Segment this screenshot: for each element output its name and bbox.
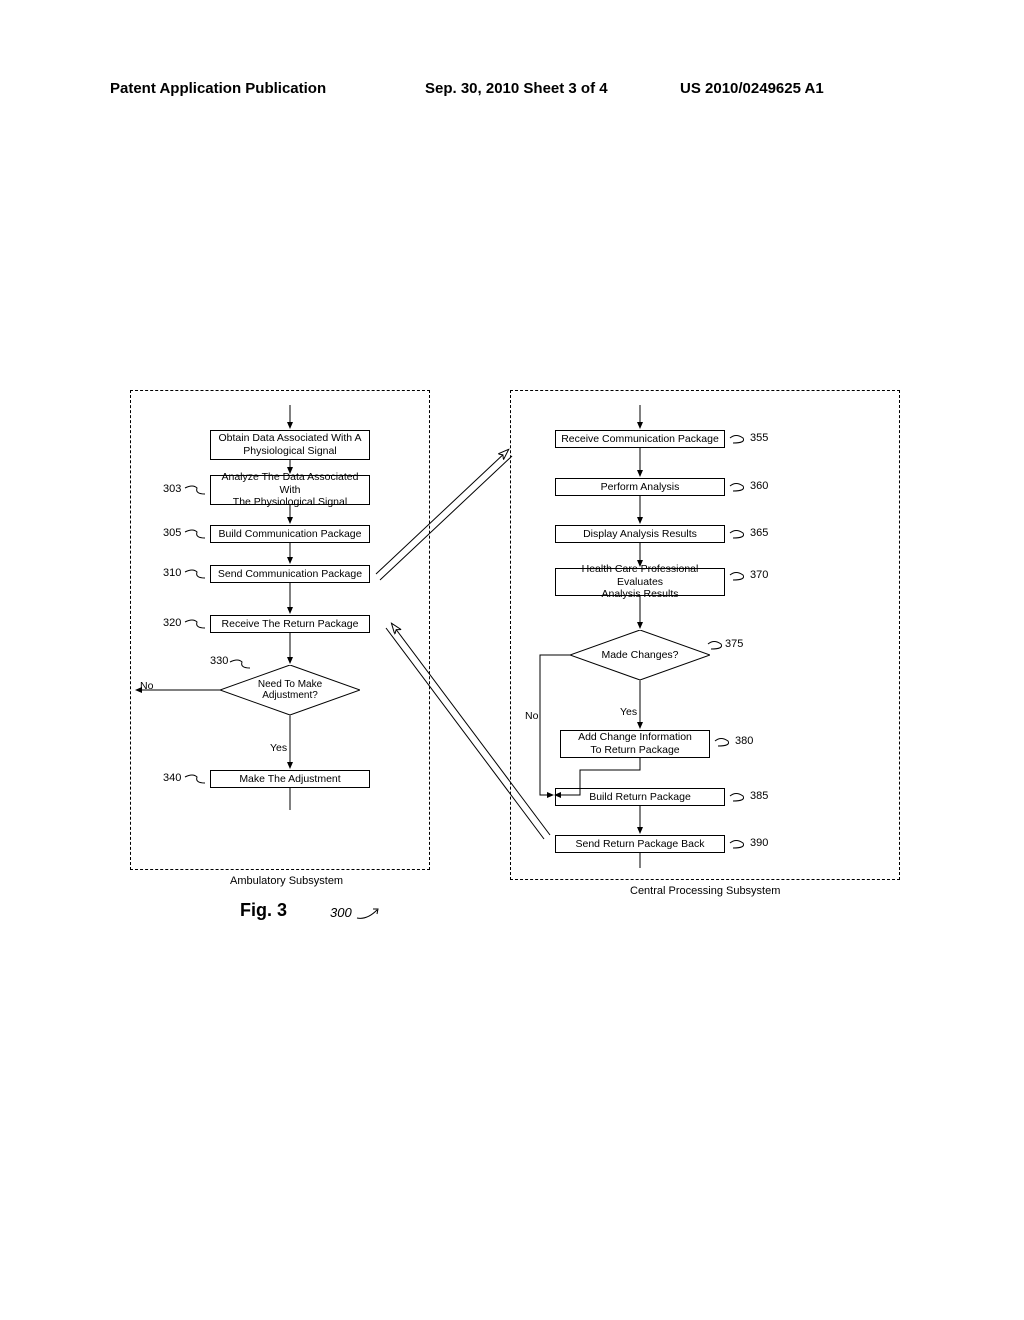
ref-380: 380 bbox=[735, 735, 753, 747]
edge-label-no-left: No bbox=[140, 680, 153, 692]
edge-label-yes-left: Yes bbox=[270, 742, 287, 754]
ref-303: 303 bbox=[163, 483, 181, 495]
ref-320: 320 bbox=[163, 617, 181, 629]
node-receive-comm-package: Receive Communication Package bbox=[555, 430, 725, 448]
figure-ref-num: 300 bbox=[330, 905, 385, 921]
ref-310: 310 bbox=[163, 567, 181, 579]
edge-label-no-right: No bbox=[525, 710, 538, 722]
node-obtain-data: Obtain Data Associated With APhysiologic… bbox=[210, 430, 370, 460]
node-receive-return-package: Receive The Return Package bbox=[210, 615, 370, 633]
ref-330: 330 bbox=[210, 655, 228, 667]
central-processing-subsystem-caption: Central Processing Subsystem bbox=[630, 885, 780, 897]
ref-390: 390 bbox=[750, 837, 768, 849]
ref-365: 365 bbox=[750, 527, 768, 539]
node-send-comm-package: Send Communication Package bbox=[210, 565, 370, 583]
ref-355: 355 bbox=[750, 432, 768, 444]
node-display-results: Display Analysis Results bbox=[555, 525, 725, 543]
ambulatory-subsystem-caption: Ambulatory Subsystem bbox=[230, 875, 343, 887]
node-build-return-package: Build Return Package bbox=[555, 788, 725, 806]
node-make-adjustment: Make The Adjustment bbox=[210, 770, 370, 788]
ref-340: 340 bbox=[163, 772, 181, 784]
flowchart-diagram: Ambulatory Subsystem Central Processing … bbox=[130, 390, 900, 920]
node-send-return-package: Send Return Package Back bbox=[555, 835, 725, 853]
ref-375: 375 bbox=[725, 638, 743, 650]
figure-caption: Fig. 3 bbox=[240, 900, 287, 921]
node-analyze-data: Analyze The Data Associated WithThe Phys… bbox=[210, 475, 370, 505]
node-perform-analysis: Perform Analysis bbox=[555, 478, 725, 496]
ref-360: 360 bbox=[750, 480, 768, 492]
ref-385: 385 bbox=[750, 790, 768, 802]
header-center: Sep. 30, 2010 Sheet 3 of 4 bbox=[425, 80, 608, 97]
header-right: US 2010/0249625 A1 bbox=[680, 80, 824, 97]
decision-need-adjustment: Need To MakeAdjustment? bbox=[220, 665, 360, 715]
node-add-change-info: Add Change InformationTo Return Package bbox=[560, 730, 710, 758]
node-build-comm-package: Build Communication Package bbox=[210, 525, 370, 543]
decision-made-changes: Made Changes? bbox=[570, 630, 710, 680]
ref-370: 370 bbox=[750, 569, 768, 581]
header-left: Patent Application Publication bbox=[110, 80, 326, 97]
edge-label-yes-right: Yes bbox=[620, 706, 637, 718]
ref-305: 305 bbox=[163, 527, 181, 539]
node-professional-evaluates: Health Care Professional EvaluatesAnalys… bbox=[555, 568, 725, 596]
